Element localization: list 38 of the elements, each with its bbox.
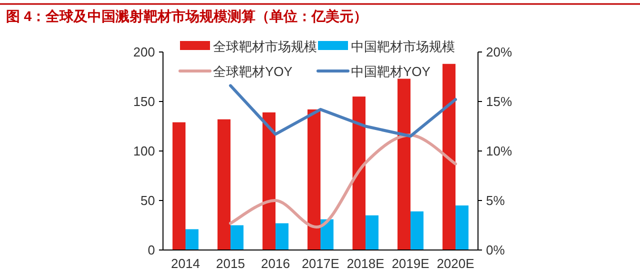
bar	[308, 109, 320, 250]
bar	[410, 211, 424, 250]
bar	[352, 96, 366, 250]
bar	[172, 122, 186, 250]
y-tick-label: 150	[133, 94, 155, 109]
x-tick-label: 2019E	[392, 256, 430, 271]
line-series	[229, 84, 457, 138]
chart-title: 图 4：全球及中国溅射靶材市场规模测算（单位：亿美元）	[6, 8, 368, 24]
y-tick-label: 50	[140, 193, 155, 208]
y2-tick-label: 15%	[486, 94, 512, 109]
y2-tick-label: 0%	[486, 242, 506, 258]
y-tick-label: 200	[133, 44, 155, 60]
x-tick-label: 2017E	[302, 256, 340, 271]
y2-tick-label: 20%	[486, 44, 512, 60]
legend-label: 全球靶材市场规模	[213, 39, 317, 54]
bar	[442, 64, 456, 250]
bar	[186, 229, 198, 250]
legend-label: 中国靶材市场规模	[351, 39, 455, 54]
bar	[262, 112, 276, 250]
bar	[218, 119, 230, 250]
legend-label: 全球靶材YOY	[213, 64, 293, 79]
bar	[398, 78, 410, 250]
x-tick-label: 2020E	[436, 256, 475, 271]
y-tick-label: 100	[133, 144, 155, 158]
y-tick-label: 0	[148, 242, 155, 258]
bar	[276, 223, 288, 250]
x-tick-label: 2016	[261, 256, 290, 271]
line-series	[229, 134, 457, 229]
bar	[230, 225, 244, 250]
y2-tick-label: 5%	[486, 193, 506, 208]
legend-label: 中国靶材YOY	[351, 64, 431, 79]
bar	[456, 205, 468, 250]
x-tick-label: 2014	[171, 256, 200, 271]
bar	[320, 219, 334, 250]
y2-tick-label: 10%	[486, 144, 512, 158]
bar	[366, 215, 378, 250]
x-tick-label: 2018E	[346, 256, 385, 271]
x-tick-label: 2015	[216, 256, 245, 271]
